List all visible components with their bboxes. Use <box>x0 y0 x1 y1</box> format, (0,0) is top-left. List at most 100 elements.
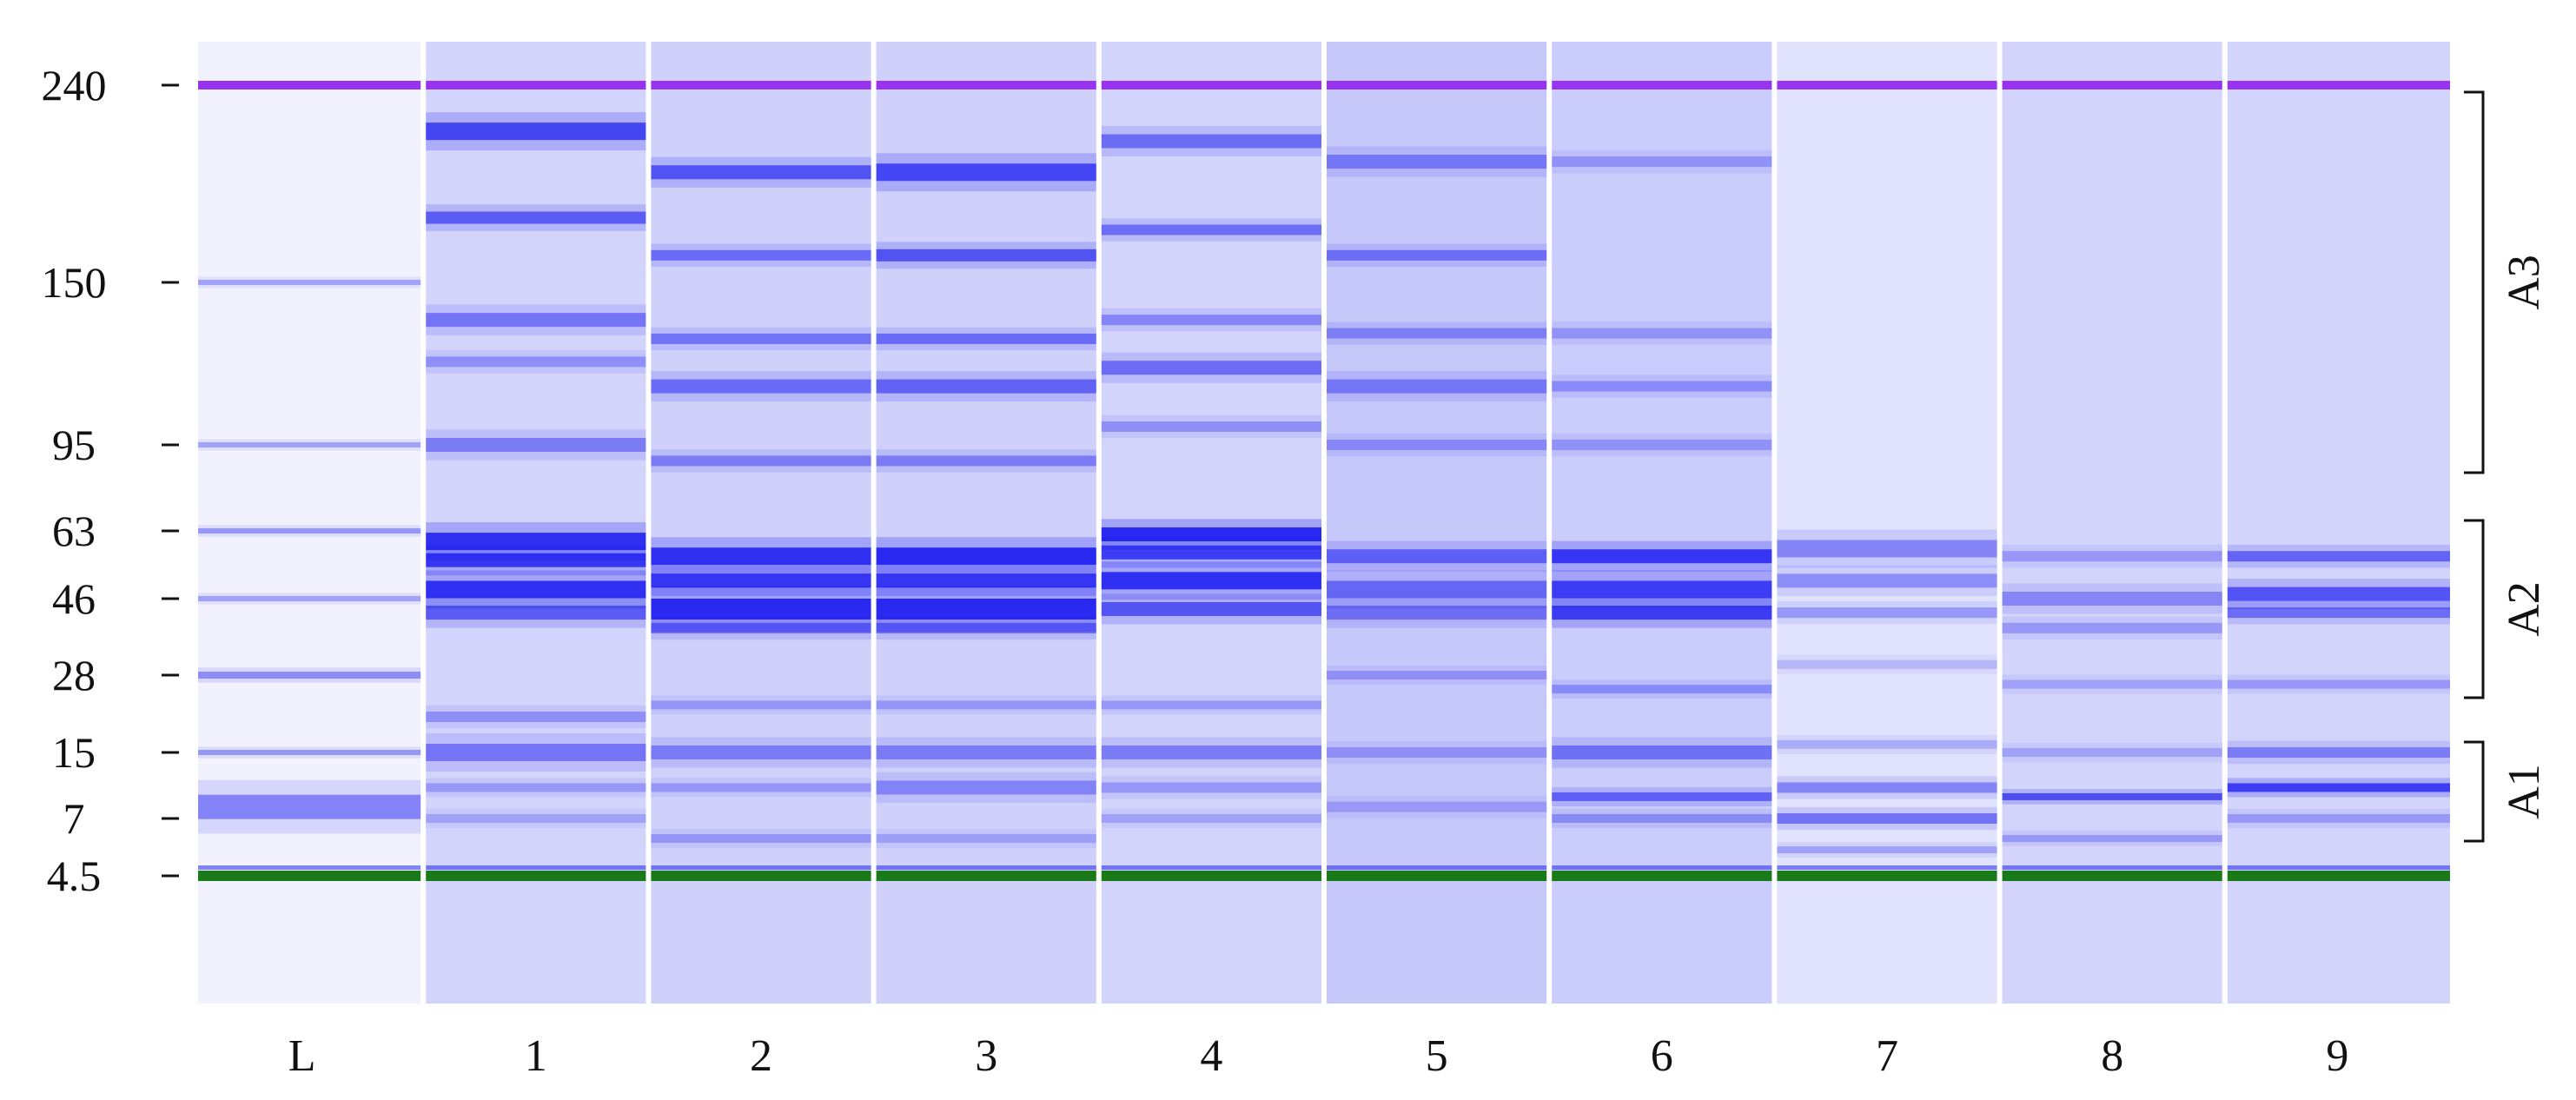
size-tick-label: 46 <box>52 574 96 623</box>
band <box>1549 328 1775 339</box>
band <box>1324 549 1550 564</box>
band-halo <box>648 695 874 715</box>
lane-label: 9 <box>2326 1031 2348 1081</box>
band <box>873 379 1099 394</box>
band <box>648 379 874 394</box>
band <box>1549 580 1775 599</box>
band-halo <box>1999 743 2225 762</box>
band <box>1549 814 1775 823</box>
band <box>423 606 649 620</box>
band <box>198 280 424 285</box>
lane-separator <box>421 42 427 1004</box>
band-halo <box>1999 583 2225 614</box>
region-label: A3 <box>2500 255 2549 310</box>
band-halo <box>648 616 874 640</box>
band <box>648 834 874 844</box>
band <box>1999 748 2225 757</box>
lane-separator <box>1096 42 1102 1004</box>
band <box>648 700 874 710</box>
band-halo <box>1098 809 1324 828</box>
lane-smear <box>2224 42 2450 1004</box>
band <box>1774 540 2000 558</box>
band <box>1098 700 1324 710</box>
band <box>1098 315 1324 326</box>
band-halo <box>1549 679 1775 699</box>
band-halo <box>423 705 649 729</box>
separators-layer <box>421 42 2228 1004</box>
band <box>1549 549 1775 564</box>
band-halo <box>873 449 1099 473</box>
band-halo <box>873 737 1099 768</box>
lane-base <box>423 42 649 1004</box>
band <box>198 596 424 601</box>
band <box>198 750 424 755</box>
band-halo <box>648 243 874 268</box>
lane-smear <box>1324 42 1550 1004</box>
band <box>648 573 874 588</box>
band-halo <box>1098 776 1324 799</box>
band <box>873 573 1099 588</box>
size-tick-label: 15 <box>52 728 96 777</box>
bracket-line <box>2464 740 2485 843</box>
band <box>1324 328 1550 339</box>
lanes-layer <box>198 42 2450 1004</box>
lane-separator <box>1546 42 1553 1004</box>
band-halo <box>648 371 874 402</box>
band <box>2224 551 2450 562</box>
band <box>423 356 649 368</box>
band <box>423 744 649 761</box>
band-halo <box>1324 321 1550 345</box>
band-halo <box>873 695 1099 715</box>
band <box>873 598 1099 620</box>
band <box>1549 381 1775 392</box>
lane-L <box>198 42 424 1004</box>
band-halo <box>1549 433 1775 457</box>
band-halo <box>2224 674 2450 694</box>
band-halo <box>648 327 874 351</box>
size-tick-label: 63 <box>52 507 96 555</box>
lane-smear <box>1098 42 1324 1004</box>
lane-4 <box>1098 42 1324 1004</box>
band-halo <box>1774 654 2000 674</box>
region-bracket-a1: A1 <box>2464 740 2549 843</box>
lane-separator <box>871 42 877 1004</box>
band <box>1549 440 1775 450</box>
band-halo <box>1324 740 1550 765</box>
band <box>648 333 874 344</box>
band <box>1549 606 1775 620</box>
lane-base <box>1324 42 1550 1004</box>
band <box>1098 814 1324 823</box>
lane-separator <box>1997 42 2003 1004</box>
lane-label: 5 <box>1426 1031 1448 1081</box>
band <box>2224 814 2450 823</box>
band-halo <box>423 778 649 798</box>
band-halo <box>1774 806 2000 831</box>
lane-labels: L 1 2 3 4 5 6 7 8 9 <box>288 1031 2349 1081</box>
band <box>423 123 649 141</box>
band <box>1549 685 1775 694</box>
band <box>1549 156 1775 168</box>
band <box>1774 573 2000 588</box>
lane-separator <box>1321 42 1327 1004</box>
band-halo <box>423 350 649 374</box>
band <box>1324 606 1550 620</box>
lane-smear <box>423 42 649 1004</box>
band <box>1774 659 2000 669</box>
band <box>648 783 874 792</box>
band-halo <box>1549 149 1775 174</box>
band <box>198 442 424 447</box>
bracket-line <box>2464 519 2485 699</box>
size-tick-label: 7 <box>63 794 85 843</box>
lane-3 <box>873 42 1099 1004</box>
band <box>2224 607 2450 619</box>
lane-smear <box>1774 42 2000 1004</box>
band-halo <box>1324 597 1550 628</box>
band <box>1774 813 2000 824</box>
band-halo <box>1098 125 1324 157</box>
band <box>1999 622 2225 633</box>
band-halo <box>873 616 1099 640</box>
band <box>648 249 874 261</box>
band <box>1999 835 2225 843</box>
bracket-line <box>2464 90 2485 474</box>
region-brackets: A3 A2 A1 <box>2464 90 2549 843</box>
